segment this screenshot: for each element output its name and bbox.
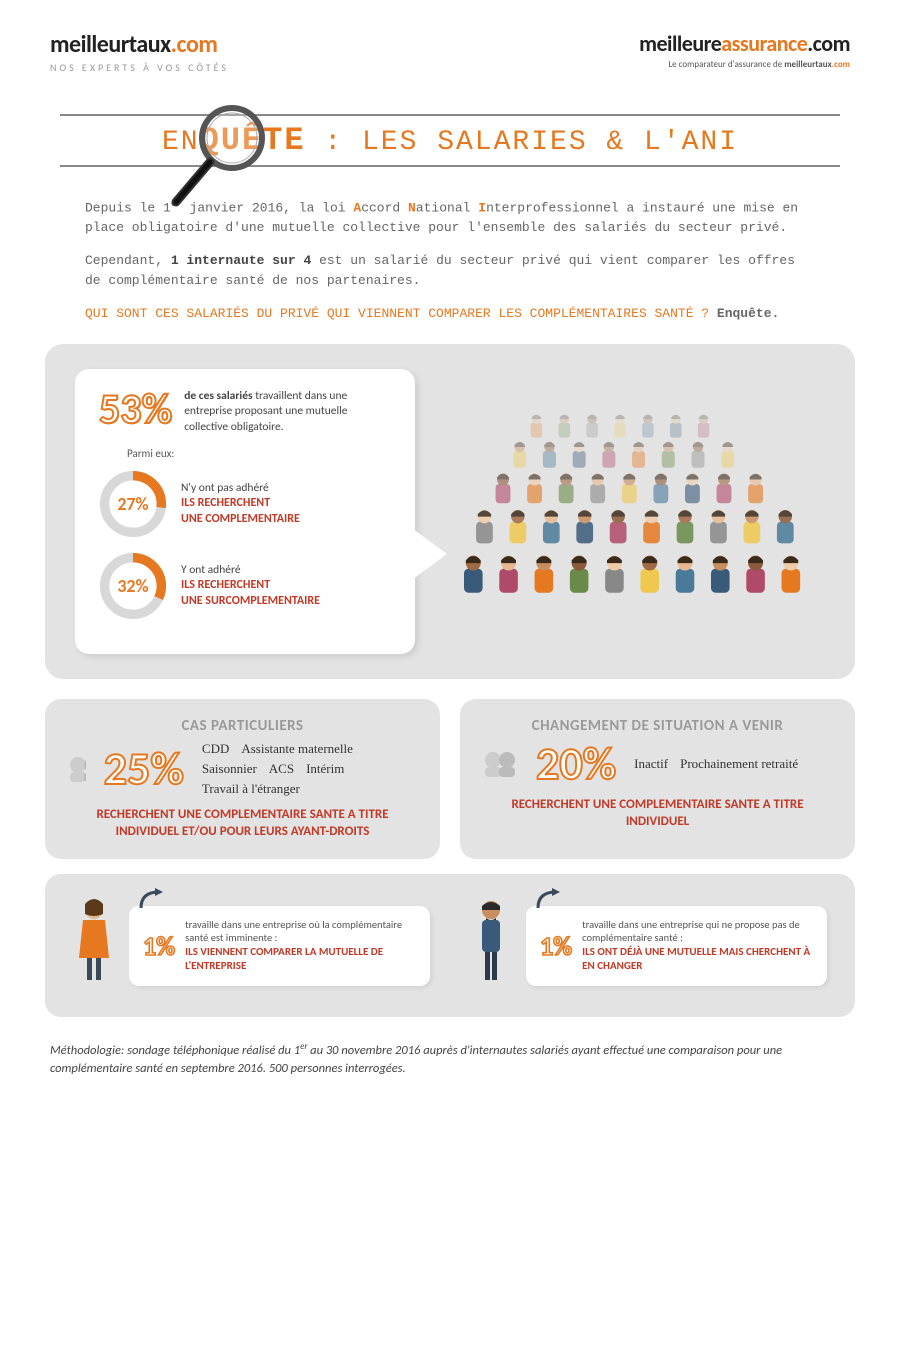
logo-meilleurtaux: meilleurtaux.com NOS EXPERTS À VOS CÔTÉS (50, 30, 229, 74)
intro-p2: Cependant, 1 internaute sur 4 est un sal… (85, 251, 815, 290)
mini-card-right: 1% travaille dans une entreprise qui ne … (470, 898, 827, 993)
mini-card-left: 1% travaille dans une entreprise où la c… (73, 898, 430, 993)
tag-item: Saisonnier (202, 761, 257, 777)
ring-32-text: Y ont adhéré ILS RECHERCHENT UNE SURCOMP… (181, 563, 320, 609)
panel2b-foot: RECHERCHENT UNE COMPLEMENTAIRE SANTE A T… (482, 797, 833, 831)
two-heads-icon (67, 754, 86, 784)
pct-1-left: 1% (143, 930, 175, 962)
pct-53-text: de ces salariés travaillent dans une ent… (184, 389, 391, 436)
speech-bubble: 53% de ces salariés travaillent dans une… (75, 369, 415, 655)
parmi-eux-label: Parmi eux: (127, 447, 391, 460)
two-heads-icon (482, 749, 518, 779)
tag-item: Prochainement retraité (680, 756, 798, 772)
panel2a-tags: CDD Assistante maternelle Saisonnier ACS Int… (202, 741, 418, 797)
person-man-icon (470, 898, 512, 993)
panel2a-header: CAS PARTICULIERS (67, 717, 418, 735)
curved-arrow-icon (534, 886, 568, 919)
donut-32: 32% (99, 552, 167, 620)
person-woman-icon (73, 898, 115, 993)
ring-27: 27% N'y ont pas adhéré ILS RECHERCHENT U… (99, 470, 391, 538)
panel-row: CAS PARTICULIERS 25% CDD Assistante mater… (45, 699, 855, 859)
ring-27-text: N'y ont pas adhéré ILS RECHERCHENT UNE C… (181, 481, 300, 527)
panel2b-header: CHANGEMENT DE SITUATION A VENIR (482, 717, 833, 735)
tag-item: Travail à l'étranger (202, 781, 300, 797)
magnifier-icon (170, 100, 290, 220)
pct-25: 25% (104, 746, 184, 792)
tag-item: ACS (269, 761, 294, 777)
logo-meilleureassurance: meilleureassurance.com Le comparateur d'… (639, 30, 850, 74)
panel-1pct: 1% travaille dans une entreprise où la c… (45, 874, 855, 1017)
mini-text-right: travaille dans une entreprise qui ne pro… (582, 918, 813, 974)
methodology-footnote: Méthodologie: sondage téléphonique réali… (50, 1041, 850, 1077)
logo-right-brand: meilleureassurance.com (639, 30, 850, 57)
donut-27: 27% (99, 470, 167, 538)
panel-cas-particuliers: CAS PARTICULIERS 25% CDD Assistante mater… (45, 699, 440, 859)
tag-item: Inactif (634, 756, 668, 772)
logo-left-brand: meilleurtaux.com (50, 30, 229, 59)
ring-32: 32% Y ont adhéré ILS RECHERCHENT UNE SUR… (99, 552, 391, 620)
tag-item: Intérim (306, 761, 344, 777)
mini-text-left: travaille dans une entreprise où la comp… (185, 918, 416, 974)
pct-20: 20% (536, 741, 616, 787)
title-block: ENQUÊTE : LES SALARIES & L'ANI (60, 114, 840, 167)
mini-bubble-right: 1% travaille dans une entreprise qui ne … (526, 906, 827, 986)
logo-right-sub: Le comparateur d'assurance de meilleurta… (639, 59, 850, 70)
curved-arrow-icon (137, 886, 171, 919)
panel2a-foot: RECHERCHENT UNE COMPLEMENTAIRE SANTE A T… (67, 807, 418, 841)
pct-1-right: 1% (540, 930, 572, 962)
crowd-illustration (440, 382, 825, 642)
panel-changement-situation: CHANGEMENT DE SITUATION A VENIR 20% Inac… (460, 699, 855, 859)
intro-p3: QUI SONT CES SALARIÉS DU PRIVÉ QUI VIENN… (85, 304, 815, 324)
mini-bubble-left: 1% travaille dans une entreprise où la c… (129, 906, 430, 986)
tag-item: CDD (202, 741, 229, 757)
pct-53: 53% (99, 389, 172, 431)
panel-53pct: 53% de ces salariés travaillent dans une… (45, 344, 855, 680)
panel2b-tags: Inactif Prochainement retraité (634, 756, 798, 772)
tag-item: Assistante maternelle (241, 741, 353, 757)
logo-left-tagline: NOS EXPERTS À VOS CÔTÉS (50, 61, 229, 74)
header: meilleurtaux.com NOS EXPERTS À VOS CÔTÉS… (0, 0, 900, 84)
